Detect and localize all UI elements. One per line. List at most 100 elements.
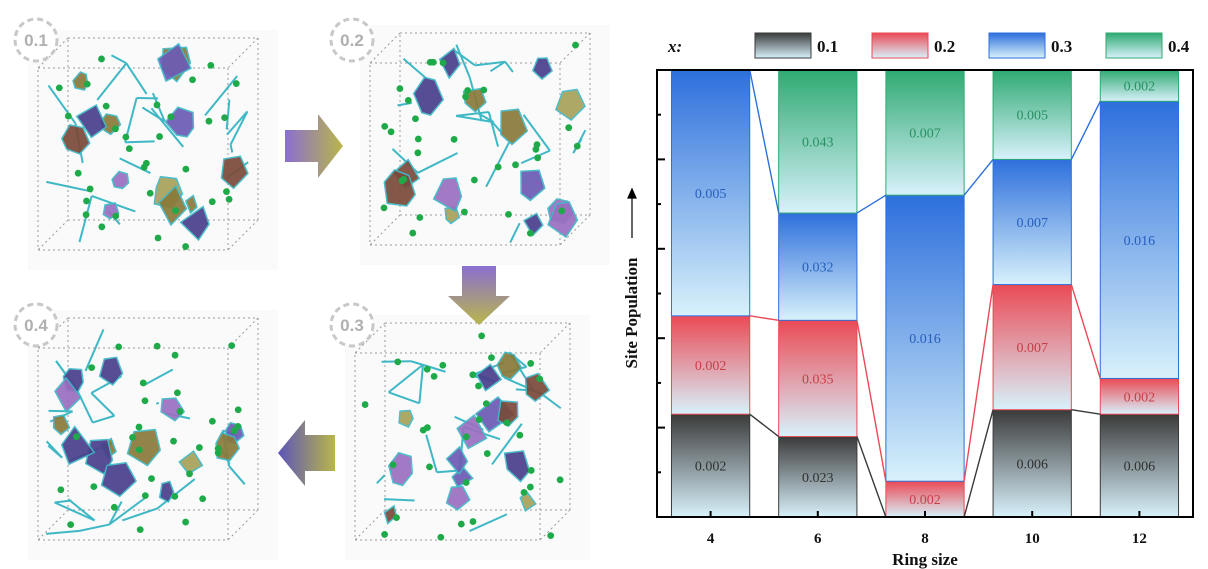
segment-label: 0.007: [1016, 216, 1048, 231]
connector-line: [856, 194, 887, 214]
ring-polygon: [158, 480, 175, 504]
structure-panel-0.2: [360, 25, 610, 265]
bond: [425, 434, 438, 473]
segment-label: 0.005: [1016, 109, 1048, 124]
segment-label: 0.016: [1124, 234, 1156, 249]
ring-polygon: [60, 425, 96, 466]
atom: [225, 195, 233, 203]
atom: [230, 427, 238, 435]
atom: [153, 342, 161, 350]
bond: [143, 368, 174, 386]
atom: [73, 433, 80, 441]
atom: [153, 101, 161, 109]
box-edge: [354, 509, 386, 541]
atom: [102, 102, 110, 110]
atom: [398, 177, 406, 185]
segment-label: 0.043: [802, 136, 834, 151]
bond: [141, 106, 166, 123]
atom: [565, 124, 573, 132]
atom: [393, 514, 400, 522]
box-edge: [37, 219, 69, 251]
bond: [48, 409, 73, 413]
atom: [154, 234, 162, 242]
bar-segment: [778, 212, 858, 321]
badge-label: 0.4: [24, 316, 48, 335]
bar-segment: [992, 158, 1072, 286]
bond: [110, 54, 127, 65]
arrow-right-icon: [285, 114, 343, 178]
box-frame: [28, 30, 278, 270]
atom: [462, 479, 470, 486]
segment-label: 0.016: [909, 332, 941, 347]
atom: [173, 389, 181, 397]
bond: [469, 513, 508, 532]
ring-polygon: [220, 155, 249, 190]
segment-label: 0.023: [802, 471, 834, 486]
atom: [189, 76, 196, 84]
y-axis-label: Site Population: [622, 257, 641, 369]
ring-polygon: [54, 376, 82, 414]
atom: [457, 520, 465, 528]
bond: [487, 111, 500, 147]
atom: [67, 521, 75, 529]
ring-polygon: [432, 177, 463, 213]
connector-line: [1070, 100, 1101, 160]
atom: [394, 358, 402, 366]
bar-segment: [778, 436, 858, 518]
legend-entry: 0.1: [817, 37, 838, 56]
bond: [453, 49, 476, 67]
ring-polygon: [156, 42, 192, 83]
atom: [527, 467, 535, 474]
network-drawing: [354, 322, 571, 541]
atom: [462, 433, 470, 441]
segment-label: 0.002: [909, 493, 941, 508]
atom: [475, 416, 483, 423]
atom: [534, 154, 542, 162]
x-tick-label: 6: [814, 531, 822, 547]
atom: [488, 354, 495, 361]
ring-polygon: [184, 194, 198, 215]
box-edge: [354, 352, 541, 541]
badge-0.3: 0.3: [329, 302, 375, 348]
bar-segment: [670, 413, 751, 518]
atom: [221, 114, 228, 121]
atom: [55, 84, 63, 92]
atom: [414, 135, 422, 143]
atom: [469, 518, 477, 525]
legend-entry: 0.3: [1051, 37, 1072, 56]
ring-polygon: [179, 205, 210, 242]
ring-polygon: [520, 169, 546, 202]
segment-label: 0.006: [1016, 457, 1048, 472]
bond: [79, 523, 110, 532]
legend-swatch: [871, 32, 929, 59]
ring-polygon: [52, 414, 71, 436]
ring-polygon: [383, 504, 398, 525]
atom: [526, 229, 534, 237]
atom: [381, 122, 389, 130]
x-tick-label: 10: [1025, 531, 1040, 547]
bond: [225, 99, 231, 130]
legend-title: x:: [667, 37, 682, 56]
atom: [470, 176, 478, 184]
network-drawing: [37, 317, 259, 541]
atom: [115, 343, 123, 351]
bond: [522, 114, 551, 152]
atom: [125, 145, 133, 153]
segment-label: 0.002: [695, 359, 727, 374]
atom: [172, 207, 179, 214]
x-tick-label: 4: [707, 531, 715, 547]
segment-label: 0.032: [802, 261, 834, 276]
box-edge: [227, 509, 259, 541]
segment-label: 0.035: [802, 372, 834, 387]
atom: [90, 483, 98, 491]
segment-label: 0.002: [1124, 390, 1156, 405]
bond: [388, 363, 424, 394]
bond: [125, 140, 155, 144]
atom: [426, 463, 433, 471]
structure-panel-0.4: [28, 310, 278, 560]
bars: [670, 69, 1180, 518]
bond: [228, 465, 246, 485]
connector-line: [963, 284, 994, 482]
bond: [150, 107, 185, 148]
bar-segment: [1099, 100, 1180, 379]
